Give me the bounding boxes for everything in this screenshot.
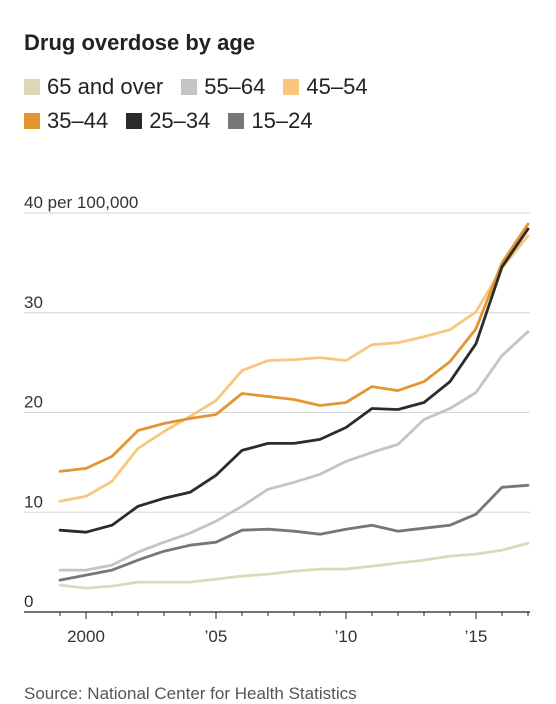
legend-row-1: 65 and over 55–64 45–54 [24,74,544,100]
legend-swatch-15-24 [228,113,245,129]
x-tick-label-2000: 2000 [67,627,105,646]
legend-item-45-54: 45–54 [283,74,368,100]
tick-labels: 0 10 20 30 40 per 100,000 2000 ’05 ’10 ’15 [24,193,487,646]
legend-label-65-and-over: 65 and over [47,74,164,99]
legend-label-35-44: 35–44 [47,108,109,133]
y-tick-label-0: 0 [24,592,33,611]
series-line-35-44 [58,222,530,473]
x-tick-label-2010: ’10 [335,627,358,646]
legend-label-25-34: 25–34 [149,108,211,133]
x-tick-label-2005: ’05 [205,627,228,646]
legend-swatch-35-44 [24,113,40,129]
legend-item-15-24: 15–24 [228,108,313,134]
series-lines [58,222,530,590]
source-note: Source: National Center for Health Stati… [24,684,357,703]
line-chart: 0 10 20 30 40 per 100,000 2000 ’05 ’10 ’15 [24,193,530,646]
legend-swatch-25-34 [126,113,143,129]
grid-lines [24,212,530,513]
legend-label-45-54: 45–54 [306,74,368,99]
x-axis [24,611,530,619]
series-line-45-54 [58,234,530,503]
legend-row-2: 35–44 25–34 15–24 [24,108,544,134]
legend-item-25-34: 25–34 [126,108,210,134]
series-line-55-64 [58,330,530,572]
legend-label-15-24: 15–24 [251,108,313,133]
legend-swatch-55-64 [181,79,198,95]
y-tick-label-40: 40 per 100,000 [24,193,138,212]
x-tick-label-2015: ’15 [465,627,488,646]
legend-item-35-44: 35–44 [24,108,108,134]
legend-swatch-65-and-over [24,79,40,95]
legend-item-55-64: 55–64 [181,74,265,100]
legend-item-65-and-over: 65 and over [24,74,163,100]
y-tick-label-10: 10 [24,492,43,511]
series-line-65-and-over [58,541,530,590]
y-tick-label-20: 20 [24,393,43,412]
y-tick-label-30: 30 [24,293,43,312]
series-line-15-24 [58,483,530,582]
chart-title: Drug overdose by age [24,30,256,55]
legend-label-55-64: 55–64 [204,74,266,99]
series-line-25-34 [58,227,530,534]
legend-swatch-45-54 [283,79,300,95]
legend: 65 and over 55–64 45–54 35–44 25–34 15–2… [24,74,544,142]
